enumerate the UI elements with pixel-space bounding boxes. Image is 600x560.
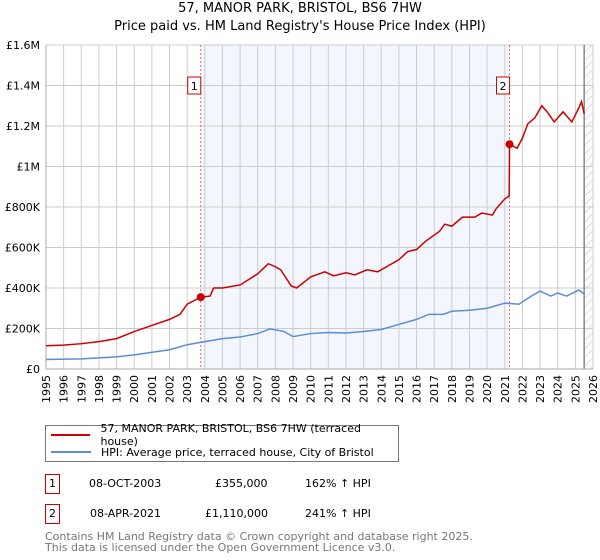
x-tick-label: 2025 xyxy=(569,375,582,403)
transaction-hpi: 162% ↑ HPI xyxy=(305,477,371,490)
transaction-price: £355,000 xyxy=(215,477,268,490)
series-line-hpi xyxy=(45,289,585,361)
x-tick-label: 2022 xyxy=(516,375,529,403)
x-tick-label: 2004 xyxy=(199,375,212,403)
x-tick-label: 2016 xyxy=(411,375,424,403)
x-tick-label: 2013 xyxy=(358,375,371,403)
price-chart: 1995 1996 1997 1998 1999 2000 2001 2002 2003 2004… xyxy=(5,39,600,403)
x-tick-label: 2006 xyxy=(234,375,247,403)
transaction-hpi: 241% ↑ HPI xyxy=(305,507,371,520)
marker-badge: 1 xyxy=(45,474,60,494)
x-tick-label: 2021 xyxy=(499,375,512,403)
marker-badge: 2 xyxy=(45,504,60,524)
y-tick-label: £0 xyxy=(26,363,40,376)
x-tick-label: 2003 xyxy=(181,375,194,403)
chart-title: 57, MANOR PARK, BRISTOL, BS6 7HW xyxy=(178,1,422,16)
x-tick-label: 2009 xyxy=(287,375,300,403)
x-tick-label: 2018 xyxy=(446,375,459,403)
x-tick-label: 1998 xyxy=(93,375,106,403)
x-tick-label: 2000 xyxy=(128,375,141,403)
chart-subtitle: Price paid vs. HM Land Registry's House … xyxy=(114,19,486,34)
y-tick-label: £1.4M xyxy=(6,80,40,93)
y-tick-label: £200K xyxy=(5,323,41,336)
legend: 57, MANOR PARK, BRISTOL, BS6 7HW (terrac… xyxy=(45,422,399,462)
x-tick-label: 2005 xyxy=(216,375,229,403)
footer-copyright: Contains HM Land Registry data © Crown c… xyxy=(45,530,473,543)
transaction-date: 08-OCT-2003 xyxy=(89,477,162,490)
sale-badge-label: 1 xyxy=(191,80,198,93)
blue-line-swatch xyxy=(51,451,91,453)
y-tick-label: £400K xyxy=(5,282,41,295)
x-tick-label: 2014 xyxy=(375,375,388,403)
footer-licence: This data is licensed under the Open Gov… xyxy=(45,541,396,554)
legend-label: HPI: Average price, terraced house, City… xyxy=(101,445,374,459)
y-tick-label: £1.6M xyxy=(6,39,40,52)
x-tick-label: 1999 xyxy=(111,375,124,403)
transaction-price: £1,110,000 xyxy=(205,507,268,520)
sale-badge-box xyxy=(187,76,202,95)
x-tick-label: 2010 xyxy=(305,375,318,403)
legend-item-hpi: HPI: Average price, terraced house, City… xyxy=(51,444,374,460)
x-tick-label: 1995 xyxy=(40,375,53,403)
sale-point xyxy=(196,293,205,302)
sale-badge-box xyxy=(496,76,511,95)
x-tick-label: 2017 xyxy=(428,375,441,403)
x-tick-label: 2012 xyxy=(340,375,353,403)
x-tick-label: 2011 xyxy=(322,375,335,403)
x-tick-label: 2007 xyxy=(252,375,265,403)
x-tick-label: 2024 xyxy=(552,375,565,403)
x-tick-label: 2026 xyxy=(587,375,600,403)
sale-point xyxy=(505,140,514,149)
x-tick-label: 1997 xyxy=(75,375,88,403)
x-tick-label: 2008 xyxy=(269,375,282,403)
x-tick-label: 2019 xyxy=(463,375,476,403)
y-tick-label: £600K xyxy=(5,242,41,255)
x-tick-label: 2001 xyxy=(146,375,159,403)
x-tick-label: 2020 xyxy=(481,375,494,403)
legend-label: 57, MANOR PARK, BRISTOL, BS6 7HW (terrac… xyxy=(100,422,361,448)
legend-item-property: 57, MANOR PARK, BRISTOL, BS6 7HW (terrac… xyxy=(51,422,398,448)
x-tick-label: 2002 xyxy=(164,375,177,403)
x-tick-label: 2015 xyxy=(393,375,406,403)
x-tick-label: 2023 xyxy=(534,375,547,403)
red-line-swatch xyxy=(51,434,91,436)
y-tick-label: £1.2M xyxy=(6,120,40,133)
x-tick-label: 1996 xyxy=(58,375,71,403)
sale-badge-label: 2 xyxy=(500,80,507,93)
y-tick-label: £1M xyxy=(17,161,41,174)
transaction-date: 08-APR-2021 xyxy=(90,507,162,520)
y-tick-label: £800K xyxy=(5,201,41,214)
series-line-property xyxy=(45,99,585,347)
